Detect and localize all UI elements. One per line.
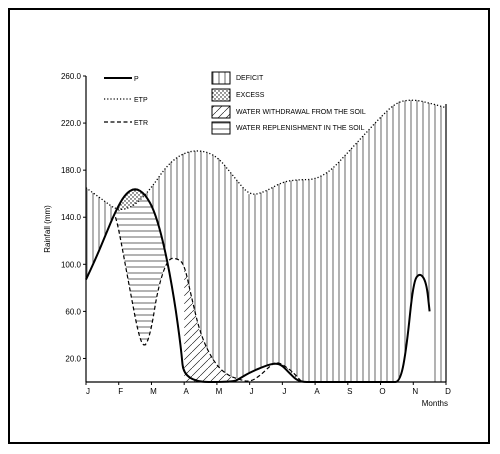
legend-label-deficit: DEFICIT — [236, 75, 264, 82]
legend-swatch-replenishment — [211, 121, 231, 135]
x-tick-label: O — [379, 387, 385, 396]
y-tick-label: 100.0 — [61, 260, 82, 269]
x-tick-label: J — [86, 387, 90, 396]
legend-swatch-withdrawal — [211, 105, 231, 119]
series-line-etp — [85, 99, 447, 211]
series-lines — [85, 99, 447, 384]
series-line-p — [85, 188, 431, 384]
x-tick-label: F — [118, 387, 123, 396]
x-tick-label: M — [150, 387, 157, 396]
y-axis-title: Rainfall (mm) — [43, 205, 52, 253]
axes: 20.0 60.0 100.0 140.0 180.0 220.0 260.0 J F M A M J J… — [43, 72, 451, 408]
legend-label-excess: EXCESS — [236, 92, 265, 99]
shaded-areas — [86, 100, 446, 382]
x-tick-label: N — [412, 387, 418, 396]
legend-label-etp: ETP — [134, 97, 148, 104]
legend-label-etr: ETR — [134, 120, 148, 127]
y-tick-label: 140.0 — [61, 213, 82, 222]
series-line-etr — [114, 217, 303, 383]
legend-label-withdrawal: WATER WITHDRAWAL FROM THE SOIL — [236, 109, 366, 116]
y-tick-label: 180.0 — [61, 166, 82, 175]
legend-swatch-excess — [211, 88, 231, 102]
x-tick-label: M — [216, 387, 223, 396]
legend-swatch-deficit — [211, 71, 231, 85]
x-tick-label: D — [445, 387, 451, 396]
area-late-rain — [390, 272, 430, 382]
y-tick-label: 60.0 — [65, 307, 81, 316]
area-replenishment — [115, 194, 185, 348]
x-tick-label: J — [250, 387, 254, 396]
x-tick-label: S — [347, 387, 352, 396]
x-tick-label: J — [282, 387, 286, 396]
y-tick-label: 20.0 — [65, 354, 81, 363]
x-tick-label: A — [314, 387, 320, 396]
y-tick-label: 220.0 — [61, 119, 82, 128]
y-tick-label: 260.0 — [61, 72, 82, 81]
x-axis-title: Months — [422, 399, 448, 408]
legend-label-p: P — [134, 76, 139, 83]
area-deficit — [86, 100, 446, 382]
x-tick-label: A — [184, 387, 190, 396]
legend: P ETP ETR DEFICIT EXCESS WATER WITHDRAWAL FRO… — [104, 71, 366, 135]
legend-label-replenishment: WATER REPLENISHMENT IN THE SOIL — [236, 125, 365, 132]
